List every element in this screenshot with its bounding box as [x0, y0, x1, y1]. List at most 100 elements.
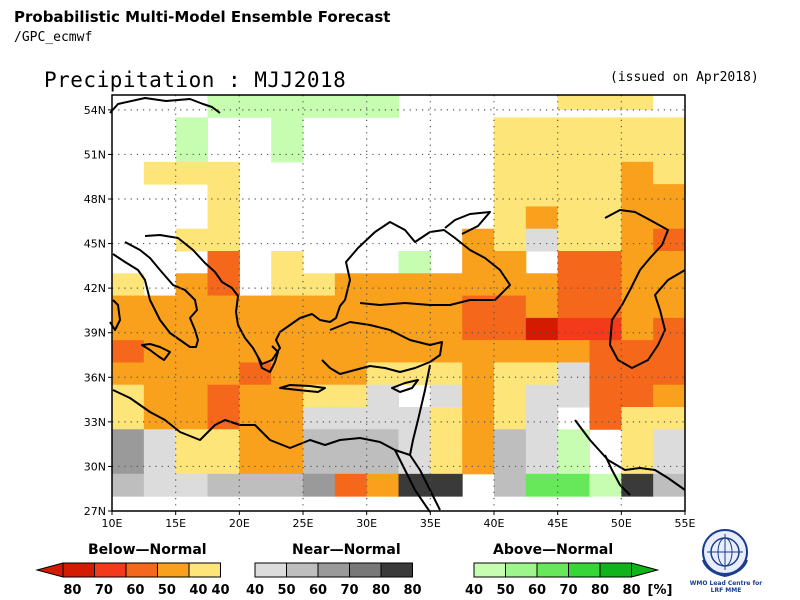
grid-cell — [207, 295, 240, 319]
grid-cell — [557, 451, 590, 475]
grid-cell — [621, 184, 654, 207]
grid-cell — [175, 139, 208, 163]
grid-cell — [462, 317, 495, 341]
grid-cell — [207, 184, 240, 207]
lon-tick-label: 15E — [165, 517, 186, 530]
legend-swatch — [157, 562, 190, 578]
grid-cell — [207, 429, 240, 453]
grid-cell — [525, 473, 559, 497]
grid-cell — [462, 228, 495, 252]
coastline-italy — [112, 241, 199, 348]
grid-cell — [112, 407, 145, 430]
grid-cell — [112, 295, 145, 319]
grid-cell — [621, 362, 654, 386]
lat-tick-label: 45N — [84, 238, 106, 251]
grid-cell — [366, 273, 399, 297]
coastline-europe — [109, 97, 221, 114]
legend-title-above: Above—Normal — [493, 542, 614, 558]
legend-label: 50 — [496, 583, 514, 598]
grid-cell — [398, 295, 431, 319]
grid-cell — [525, 184, 559, 207]
legend-label: 50 — [277, 583, 295, 598]
legend-label: 40 — [189, 583, 207, 598]
grid-cell — [175, 451, 208, 475]
grid-cell — [653, 139, 686, 163]
lon-tick-label: 20E — [229, 517, 250, 530]
legend-title-near: Near—Normal — [292, 542, 401, 558]
grid-cell — [430, 384, 463, 408]
coastline-africa — [112, 389, 411, 456]
grid-cell — [366, 384, 399, 408]
lat-tick-label: 27N — [84, 505, 106, 518]
grid-cell — [557, 161, 590, 185]
grid-cell — [525, 362, 559, 386]
grid-cell — [207, 273, 240, 297]
axis-ticks: 10E 15E 20E 25E 30E 35E 40E 45E 50E 55E 27N 30N 33N 3… — [84, 104, 696, 530]
grid-cell — [112, 317, 145, 341]
grid-cell — [525, 384, 559, 408]
grid-cell — [239, 384, 272, 408]
grid-cell — [462, 362, 495, 386]
grid-cell — [207, 384, 240, 408]
legend-swatch — [286, 562, 319, 578]
grid-cell — [589, 273, 622, 297]
grid-cell — [175, 407, 208, 430]
grid-cell — [398, 407, 431, 430]
legend-label: 80 — [403, 583, 421, 598]
grid-cell — [143, 451, 177, 475]
lat-tick-label: 42N — [84, 282, 106, 295]
grid-cell — [175, 228, 208, 252]
wmo-logo-text: WMO Lead Centre for LRF MME — [689, 580, 763, 594]
grid-cell — [557, 473, 590, 497]
probability-grid — [112, 95, 686, 497]
grid-cell — [589, 473, 622, 497]
grid-cell — [366, 295, 399, 319]
grid-cell — [525, 273, 559, 297]
grid-cell — [621, 139, 654, 163]
grid-cell — [653, 407, 686, 430]
coastline-sardinia — [109, 299, 121, 331]
grid-cell — [525, 429, 559, 453]
main-title: Precipitation : MJJ2018 — [44, 68, 347, 92]
grid-cell — [589, 317, 622, 341]
grid-cell — [303, 295, 336, 319]
grid-cell — [653, 317, 686, 341]
grid-cell — [621, 117, 654, 141]
grid-cell — [557, 429, 590, 453]
grid-cell — [589, 407, 622, 430]
grid-cell — [430, 451, 463, 475]
legend-swatch — [125, 562, 158, 578]
map-frame — [111, 94, 686, 512]
grid-cell — [653, 117, 686, 141]
grid-cell — [143, 473, 177, 497]
grid-cell — [494, 407, 527, 430]
coastline-cyprus — [391, 379, 419, 393]
grid-cell — [334, 273, 368, 297]
lat-tick-label: 39N — [84, 327, 106, 340]
grid-cell — [271, 362, 304, 386]
grid-cell — [366, 429, 399, 453]
lat-tick-label: 54N — [84, 104, 106, 117]
grid-cell — [589, 117, 622, 141]
grid-cell — [653, 362, 686, 386]
grid-cell — [430, 295, 463, 319]
grid-cell — [271, 295, 304, 319]
grid-cell — [525, 206, 559, 230]
grid-cell — [143, 362, 177, 386]
grid-cell — [303, 451, 336, 475]
grid-cell — [525, 228, 559, 252]
grid-cell — [462, 429, 495, 453]
grid-cell — [207, 251, 240, 274]
grid-cell — [462, 251, 495, 274]
grid-cell — [207, 95, 240, 118]
header-subtitle: /GPC_ecmwf — [14, 30, 93, 45]
grid-cell — [334, 429, 368, 453]
grid-cell — [621, 251, 654, 274]
grid-cell — [334, 384, 368, 408]
grid-cell — [303, 362, 336, 386]
grid-cell — [398, 473, 431, 497]
coastline-sicily — [141, 343, 171, 361]
grid-cell — [303, 429, 336, 453]
coastline-crete — [279, 384, 326, 393]
grid-cell — [525, 451, 559, 475]
